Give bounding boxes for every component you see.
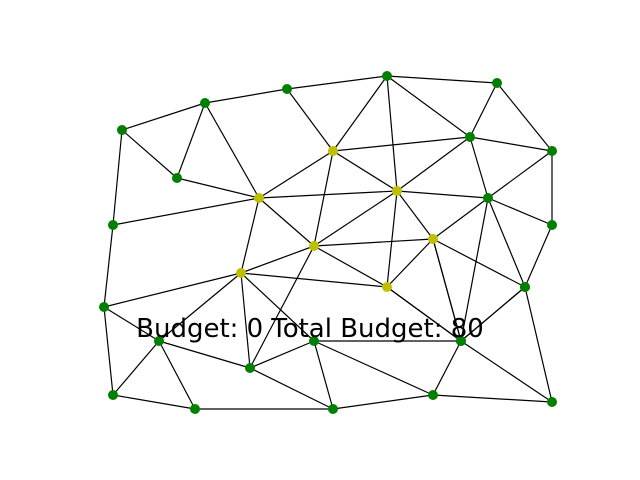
graph-edge [112, 197, 260, 226]
graph-node[interactable] [547, 397, 557, 407]
graph-edge [460, 340, 553, 403]
graph-node[interactable] [99, 302, 109, 312]
graph-edge [176, 102, 206, 179]
graph-node[interactable] [108, 220, 118, 230]
graph-edge [158, 340, 251, 369]
graph-edge [432, 394, 553, 403]
graph-node-selected[interactable] [382, 282, 392, 292]
graph-node[interactable] [282, 84, 292, 94]
graph-edge [432, 238, 462, 342]
graph-edge [112, 129, 123, 226]
graph-edge [460, 197, 489, 342]
graph-node[interactable] [547, 146, 557, 156]
graph-edge [240, 197, 260, 274]
graph-edge [396, 190, 434, 240]
graph-node-selected[interactable] [328, 146, 338, 156]
graph-node[interactable] [520, 282, 530, 292]
graph-edge [249, 245, 315, 369]
graph-edge [240, 272, 251, 369]
graph-edge [313, 245, 388, 288]
graph-edge [386, 75, 471, 138]
graph-edge [258, 150, 334, 199]
graph-edge [313, 150, 334, 247]
graph-edge [103, 306, 114, 396]
graph-edge [432, 340, 462, 396]
graph-edge [286, 75, 388, 90]
graph-edge [313, 238, 434, 247]
graph-edge [524, 286, 553, 403]
graph-edge [332, 150, 398, 192]
graph-node[interactable] [428, 390, 438, 400]
graph-node[interactable] [108, 390, 118, 400]
graph-node[interactable] [492, 78, 502, 88]
graph-edge [158, 340, 196, 410]
graph-edge [103, 224, 114, 308]
graph-edge [121, 129, 178, 179]
graph-edge [460, 286, 526, 342]
graph-edge [487, 150, 553, 199]
graph-node-selected[interactable] [428, 234, 438, 244]
graph-edge [103, 272, 242, 308]
graph-edge [313, 190, 398, 247]
edge-layer [103, 75, 553, 410]
graph-edge [487, 197, 526, 288]
graph-node[interactable] [154, 336, 164, 346]
graph-edge [386, 286, 462, 342]
graph-node-selected[interactable] [254, 193, 264, 203]
graph-edge [332, 136, 471, 152]
graph-node-selected[interactable] [309, 241, 319, 251]
graph-edge [240, 272, 388, 288]
graph-edge [158, 272, 242, 342]
graph-node[interactable] [465, 132, 475, 142]
graph-node[interactable] [245, 363, 255, 373]
graph-edge [204, 88, 288, 104]
graph-node[interactable] [547, 220, 557, 230]
graph-node[interactable] [200, 98, 210, 108]
graph-node[interactable] [382, 71, 392, 81]
graph-node[interactable] [309, 336, 319, 346]
graph-edge [432, 238, 526, 288]
graph-edge [469, 136, 489, 199]
graph-edge [121, 102, 206, 131]
graph-edge [386, 238, 434, 288]
graph-edge [258, 197, 315, 247]
node-layer [99, 71, 557, 414]
graph-edge [176, 177, 260, 199]
graph-edge [240, 272, 315, 342]
graph-edge [487, 197, 553, 226]
graph-edge [112, 394, 196, 410]
graph-node-selected[interactable] [392, 186, 402, 196]
graph-edge [332, 394, 434, 410]
graph-edge [386, 75, 398, 192]
graph-edge [286, 88, 334, 152]
graph-edge [103, 306, 160, 342]
graph-edge [396, 136, 471, 192]
graph-edge [386, 190, 398, 288]
graph-node[interactable] [172, 173, 182, 183]
graph-edge [524, 224, 553, 288]
graph-edge [496, 82, 553, 152]
graph-node[interactable] [328, 404, 338, 414]
graph-node[interactable] [190, 404, 200, 414]
graph-edge [469, 82, 498, 138]
graph-edge [432, 197, 489, 240]
graph-edge [313, 340, 334, 410]
graph-node-selected[interactable] [236, 268, 246, 278]
graph-edge [386, 75, 498, 84]
graph-edge [258, 190, 398, 199]
graph-node[interactable] [456, 336, 466, 346]
graph-edge [249, 367, 334, 410]
graph-edge [204, 102, 260, 199]
graph-edge [469, 136, 553, 152]
graph-node[interactable] [483, 193, 493, 203]
graph-edge [396, 190, 489, 199]
graph-node[interactable] [117, 125, 127, 135]
graph-edge [112, 340, 160, 396]
graph-edge [249, 340, 315, 369]
graph-edge [332, 75, 388, 152]
graph-edge [313, 340, 434, 396]
graph-edge [240, 245, 315, 274]
